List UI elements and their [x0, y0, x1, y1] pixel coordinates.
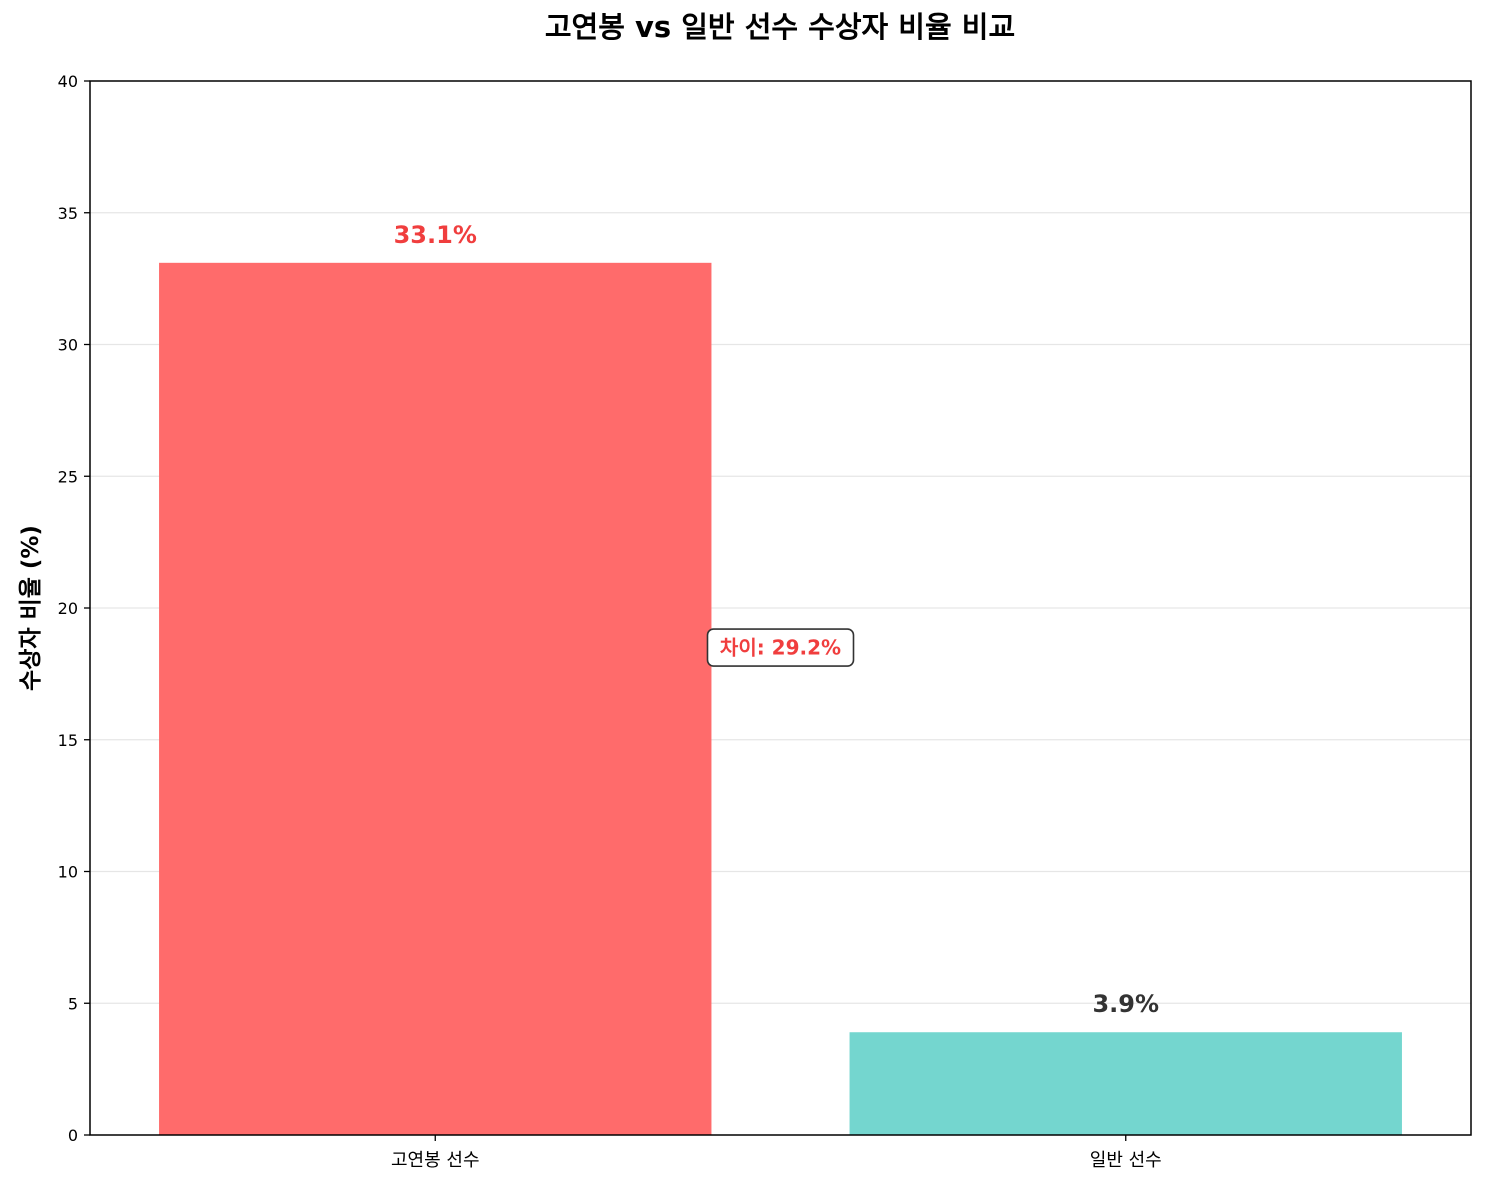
- y-tick-label-3: 15: [58, 731, 78, 750]
- bar-0: [159, 262, 712, 1135]
- y-tick-label-6: 30: [58, 336, 78, 355]
- x-tick-label-0: 고연봉 선수: [391, 1150, 480, 1171]
- annotation-text: 차이: 29.2%: [720, 636, 841, 660]
- annotation-box: [706, 628, 855, 667]
- axes: [84, 80, 1472, 1141]
- y-tick-label-4: 20: [58, 599, 78, 618]
- value-label-0: 33.1%: [394, 221, 477, 249]
- chart-title: 고연봉 vs 일반 선수 수상자 비율 비교: [545, 10, 1015, 44]
- bar-1: [849, 1032, 1402, 1135]
- value-label-1: 3.9%: [1092, 990, 1159, 1018]
- y-axis-label: 수상자 비율 (%): [18, 525, 44, 691]
- bars: [159, 262, 1402, 1135]
- y-tick-label-2: 10: [58, 863, 78, 882]
- y-tick-label-5: 25: [58, 467, 78, 486]
- difference-annotation: 차이: 29.2%: [706, 628, 855, 667]
- labels: 0 5 10 15 20 25 30 35 40 33.1% 고연봉 선수 3.9% 일반 선수: [58, 72, 1162, 1171]
- y-tick-label-1: 5: [68, 994, 78, 1013]
- y-tick-label-0: 0: [68, 1126, 78, 1145]
- y-tick-label-7: 35: [58, 204, 78, 223]
- plot-frame: [89, 80, 1472, 1136]
- y-tick-label-8: 40: [58, 72, 78, 91]
- x-tick-label-1: 일반 선수: [1090, 1150, 1162, 1171]
